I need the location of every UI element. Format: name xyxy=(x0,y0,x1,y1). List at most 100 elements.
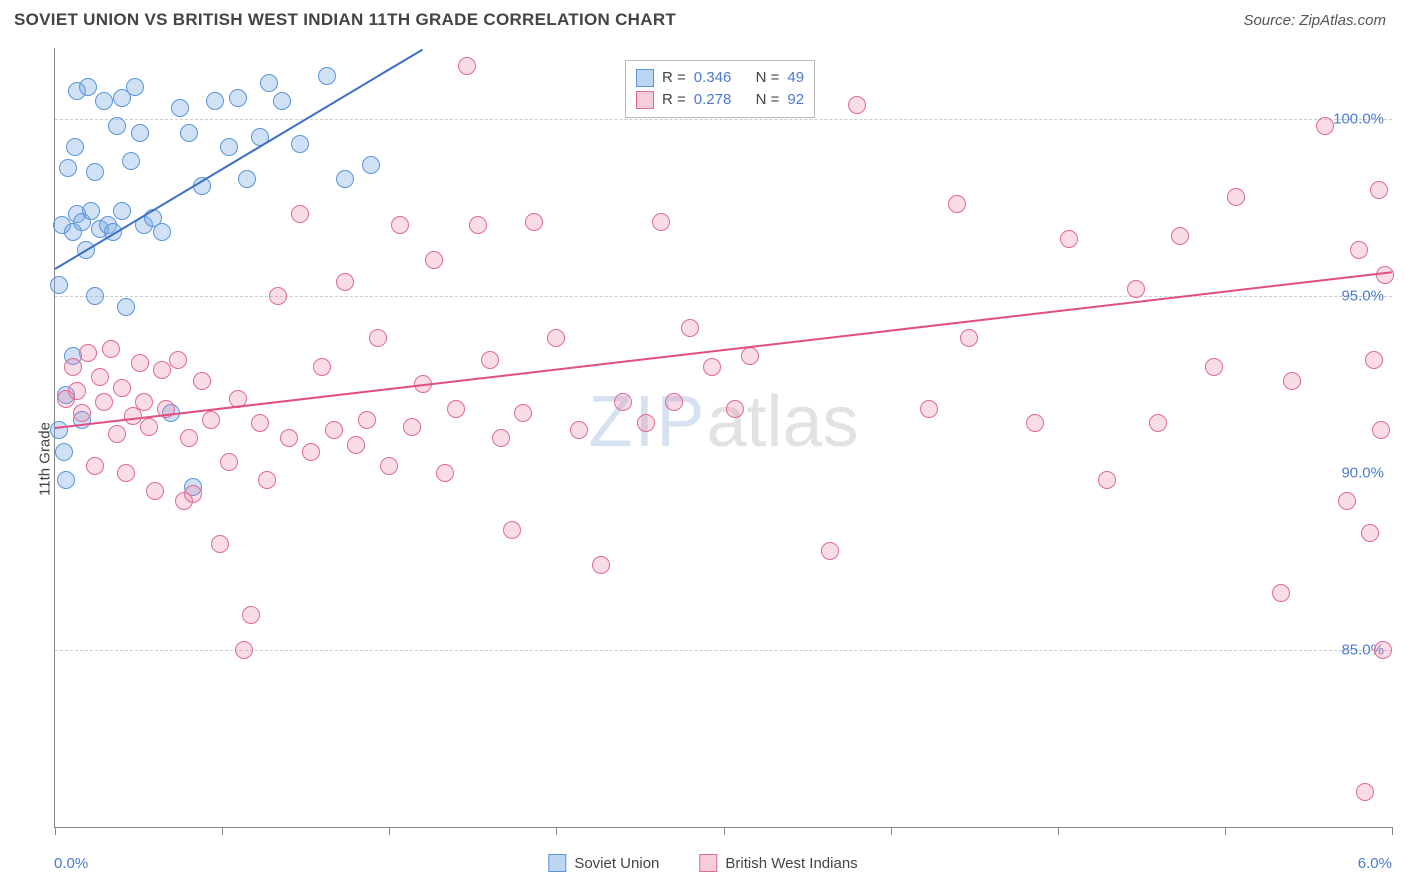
data-point xyxy=(251,414,269,432)
legend-label-soviet: Soviet Union xyxy=(574,855,659,872)
data-point xyxy=(242,606,260,624)
legend-r-value: 0.346 xyxy=(694,67,732,89)
data-point xyxy=(1361,524,1379,542)
gridline xyxy=(55,650,1392,651)
legend-top: R =0.346 N =49R =0.278 N =92 xyxy=(625,60,815,118)
data-point xyxy=(202,411,220,429)
data-point xyxy=(206,92,224,110)
data-point xyxy=(55,443,73,461)
data-point xyxy=(95,92,113,110)
data-point xyxy=(86,457,104,475)
data-point xyxy=(193,372,211,390)
data-point xyxy=(131,354,149,372)
data-point xyxy=(1098,471,1116,489)
data-point xyxy=(1338,492,1356,510)
data-point xyxy=(652,213,670,231)
data-point xyxy=(169,351,187,369)
data-point xyxy=(86,287,104,305)
data-point xyxy=(153,223,171,241)
x-axis-max-label: 6.0% xyxy=(1358,855,1392,872)
data-point xyxy=(425,251,443,269)
data-point xyxy=(492,429,510,447)
data-point xyxy=(280,429,298,447)
data-point xyxy=(291,205,309,223)
data-point xyxy=(703,358,721,376)
x-tick xyxy=(724,827,725,835)
data-point xyxy=(108,425,126,443)
data-point xyxy=(95,393,113,411)
data-point xyxy=(79,344,97,362)
data-point xyxy=(469,216,487,234)
legend-r-value: 0.278 xyxy=(694,89,732,111)
data-point xyxy=(140,418,158,436)
legend-swatch-soviet xyxy=(548,854,566,872)
data-point xyxy=(269,287,287,305)
data-point xyxy=(1026,414,1044,432)
data-point xyxy=(447,400,465,418)
x-tick xyxy=(55,827,56,835)
legend-n-value: 49 xyxy=(787,67,804,89)
x-tick xyxy=(1225,827,1226,835)
data-point xyxy=(64,358,82,376)
data-point xyxy=(325,421,343,439)
legend-n-label: N = xyxy=(756,89,780,111)
data-point xyxy=(126,78,144,96)
data-point xyxy=(102,340,120,358)
data-point xyxy=(229,89,247,107)
data-point xyxy=(238,170,256,188)
data-point xyxy=(960,329,978,347)
data-point xyxy=(741,347,759,365)
data-point xyxy=(260,74,278,92)
x-tick xyxy=(556,827,557,835)
data-point xyxy=(665,393,683,411)
data-point xyxy=(1370,181,1388,199)
gridline xyxy=(55,119,1392,120)
chart-title: SOVIET UNION VS BRITISH WEST INDIAN 11TH… xyxy=(14,10,676,30)
data-point xyxy=(336,273,354,291)
x-tick xyxy=(222,827,223,835)
data-point xyxy=(220,453,238,471)
data-point xyxy=(821,542,839,560)
data-point xyxy=(1127,280,1145,298)
data-point xyxy=(920,400,938,418)
data-point xyxy=(1171,227,1189,245)
data-point xyxy=(82,202,100,220)
data-point xyxy=(79,78,97,96)
data-point xyxy=(570,421,588,439)
legend-swatch-british xyxy=(699,854,717,872)
data-point xyxy=(302,443,320,461)
data-point xyxy=(184,485,202,503)
data-point xyxy=(547,329,565,347)
x-tick xyxy=(891,827,892,835)
data-point xyxy=(514,404,532,422)
data-point xyxy=(211,535,229,553)
data-point xyxy=(171,99,189,117)
data-point xyxy=(131,124,149,142)
data-point xyxy=(1060,230,1078,248)
data-point xyxy=(86,163,104,181)
data-point xyxy=(73,404,91,422)
chart-source: Source: ZipAtlas.com xyxy=(1243,12,1386,29)
x-tick xyxy=(1058,827,1059,835)
x-tick xyxy=(1392,827,1393,835)
x-axis-min-label: 0.0% xyxy=(54,855,88,872)
data-point xyxy=(258,471,276,489)
data-point xyxy=(135,393,153,411)
legend-stat-row: R =0.346 N =49 xyxy=(636,67,804,89)
data-point xyxy=(59,159,77,177)
data-point xyxy=(273,92,291,110)
watermark: ZIPatlas xyxy=(588,381,858,463)
data-point xyxy=(153,361,171,379)
data-point xyxy=(57,471,75,489)
data-point xyxy=(122,152,140,170)
legend-r-label: R = xyxy=(662,67,686,89)
data-point xyxy=(458,57,476,75)
y-tick-label: 95.0% xyxy=(1341,287,1384,304)
legend-n-value: 92 xyxy=(787,89,804,111)
data-point xyxy=(146,482,164,500)
data-point xyxy=(637,414,655,432)
data-point xyxy=(1316,117,1334,135)
data-point xyxy=(235,641,253,659)
data-point xyxy=(50,276,68,294)
data-point xyxy=(436,464,454,482)
